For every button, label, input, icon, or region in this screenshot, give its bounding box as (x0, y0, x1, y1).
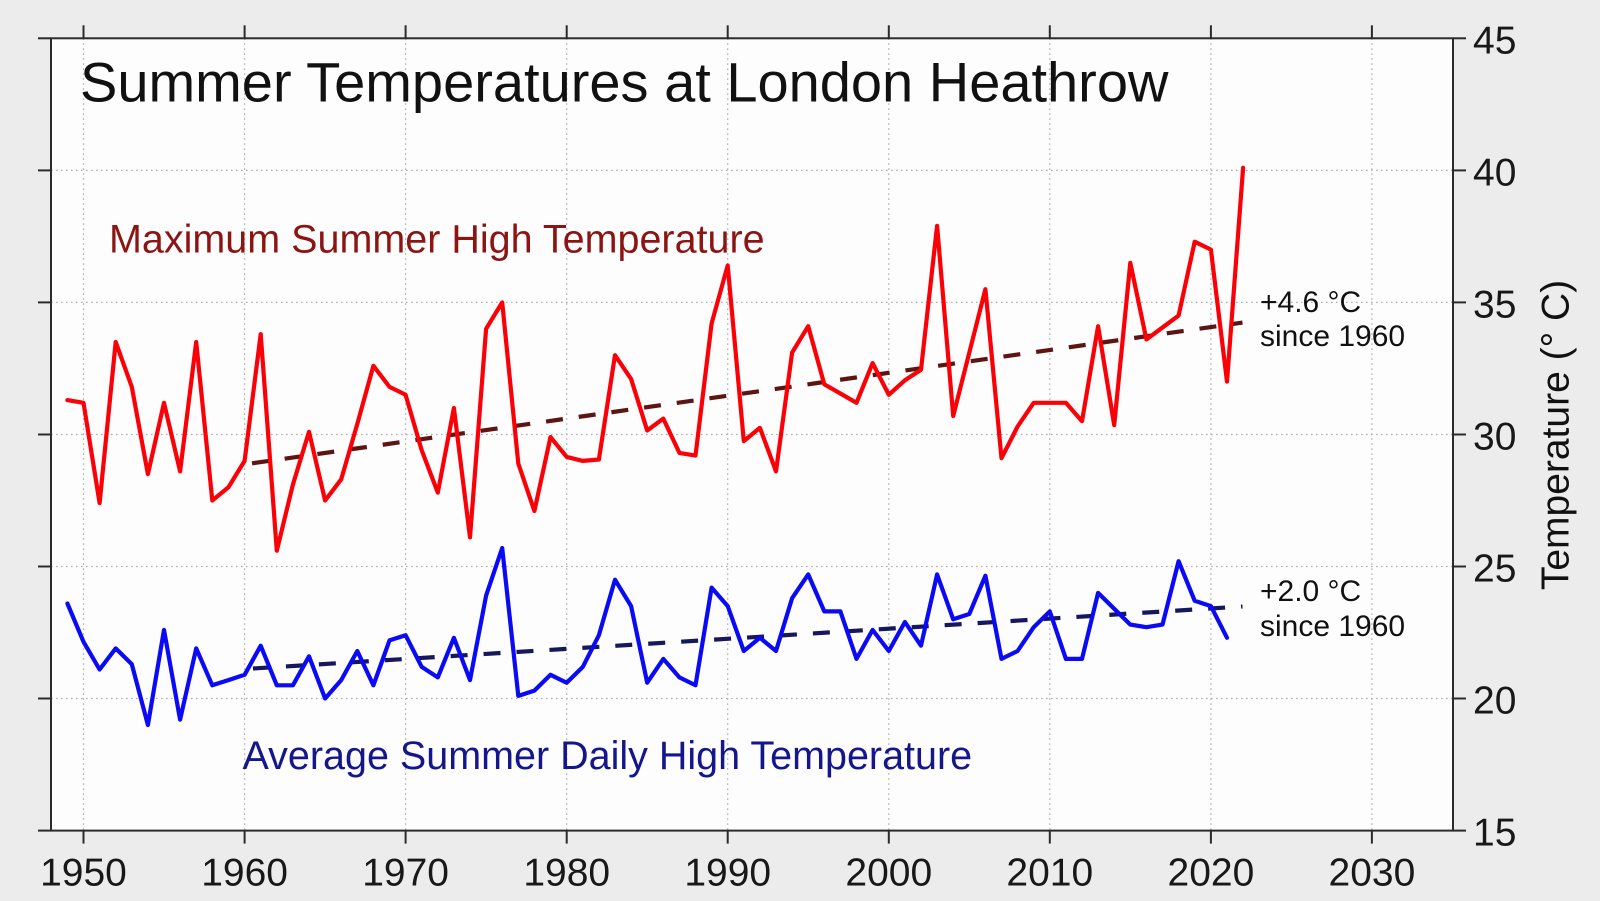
svg-text:since 1960: since 1960 (1260, 610, 1405, 643)
svg-text:Summer Temperatures at London: Summer Temperatures at London Heathrow (80, 51, 1169, 114)
svg-text:since 1960: since 1960 (1260, 320, 1405, 353)
svg-text:2030: 2030 (1329, 852, 1416, 895)
svg-text:+2.0 °C: +2.0 °C (1260, 575, 1361, 608)
svg-text:2000: 2000 (845, 852, 932, 895)
svg-text:20: 20 (1473, 680, 1516, 723)
svg-text:1970: 1970 (362, 852, 449, 895)
svg-text:30: 30 (1473, 416, 1516, 459)
svg-text:1960: 1960 (201, 852, 288, 895)
svg-text:15: 15 (1473, 812, 1516, 855)
svg-text:25: 25 (1473, 548, 1516, 591)
svg-text:1980: 1980 (523, 852, 610, 895)
svg-text:2020: 2020 (1168, 852, 1255, 895)
svg-text:1950: 1950 (40, 852, 127, 895)
svg-text:Temperature (° C): Temperature (° C) (1535, 280, 1578, 590)
svg-text:2010: 2010 (1006, 852, 1093, 895)
svg-text:Maximum Summer High Temperatur: Maximum Summer High Temperature (109, 218, 765, 262)
svg-text:40: 40 (1473, 151, 1516, 194)
svg-text:Average Summer Daily High Temp: Average Summer Daily High Temperature (243, 734, 973, 778)
svg-text:45: 45 (1473, 19, 1516, 62)
svg-text:1990: 1990 (684, 852, 771, 895)
svg-text:+4.6 °C: +4.6 °C (1260, 286, 1361, 319)
svg-text:35: 35 (1473, 283, 1516, 326)
